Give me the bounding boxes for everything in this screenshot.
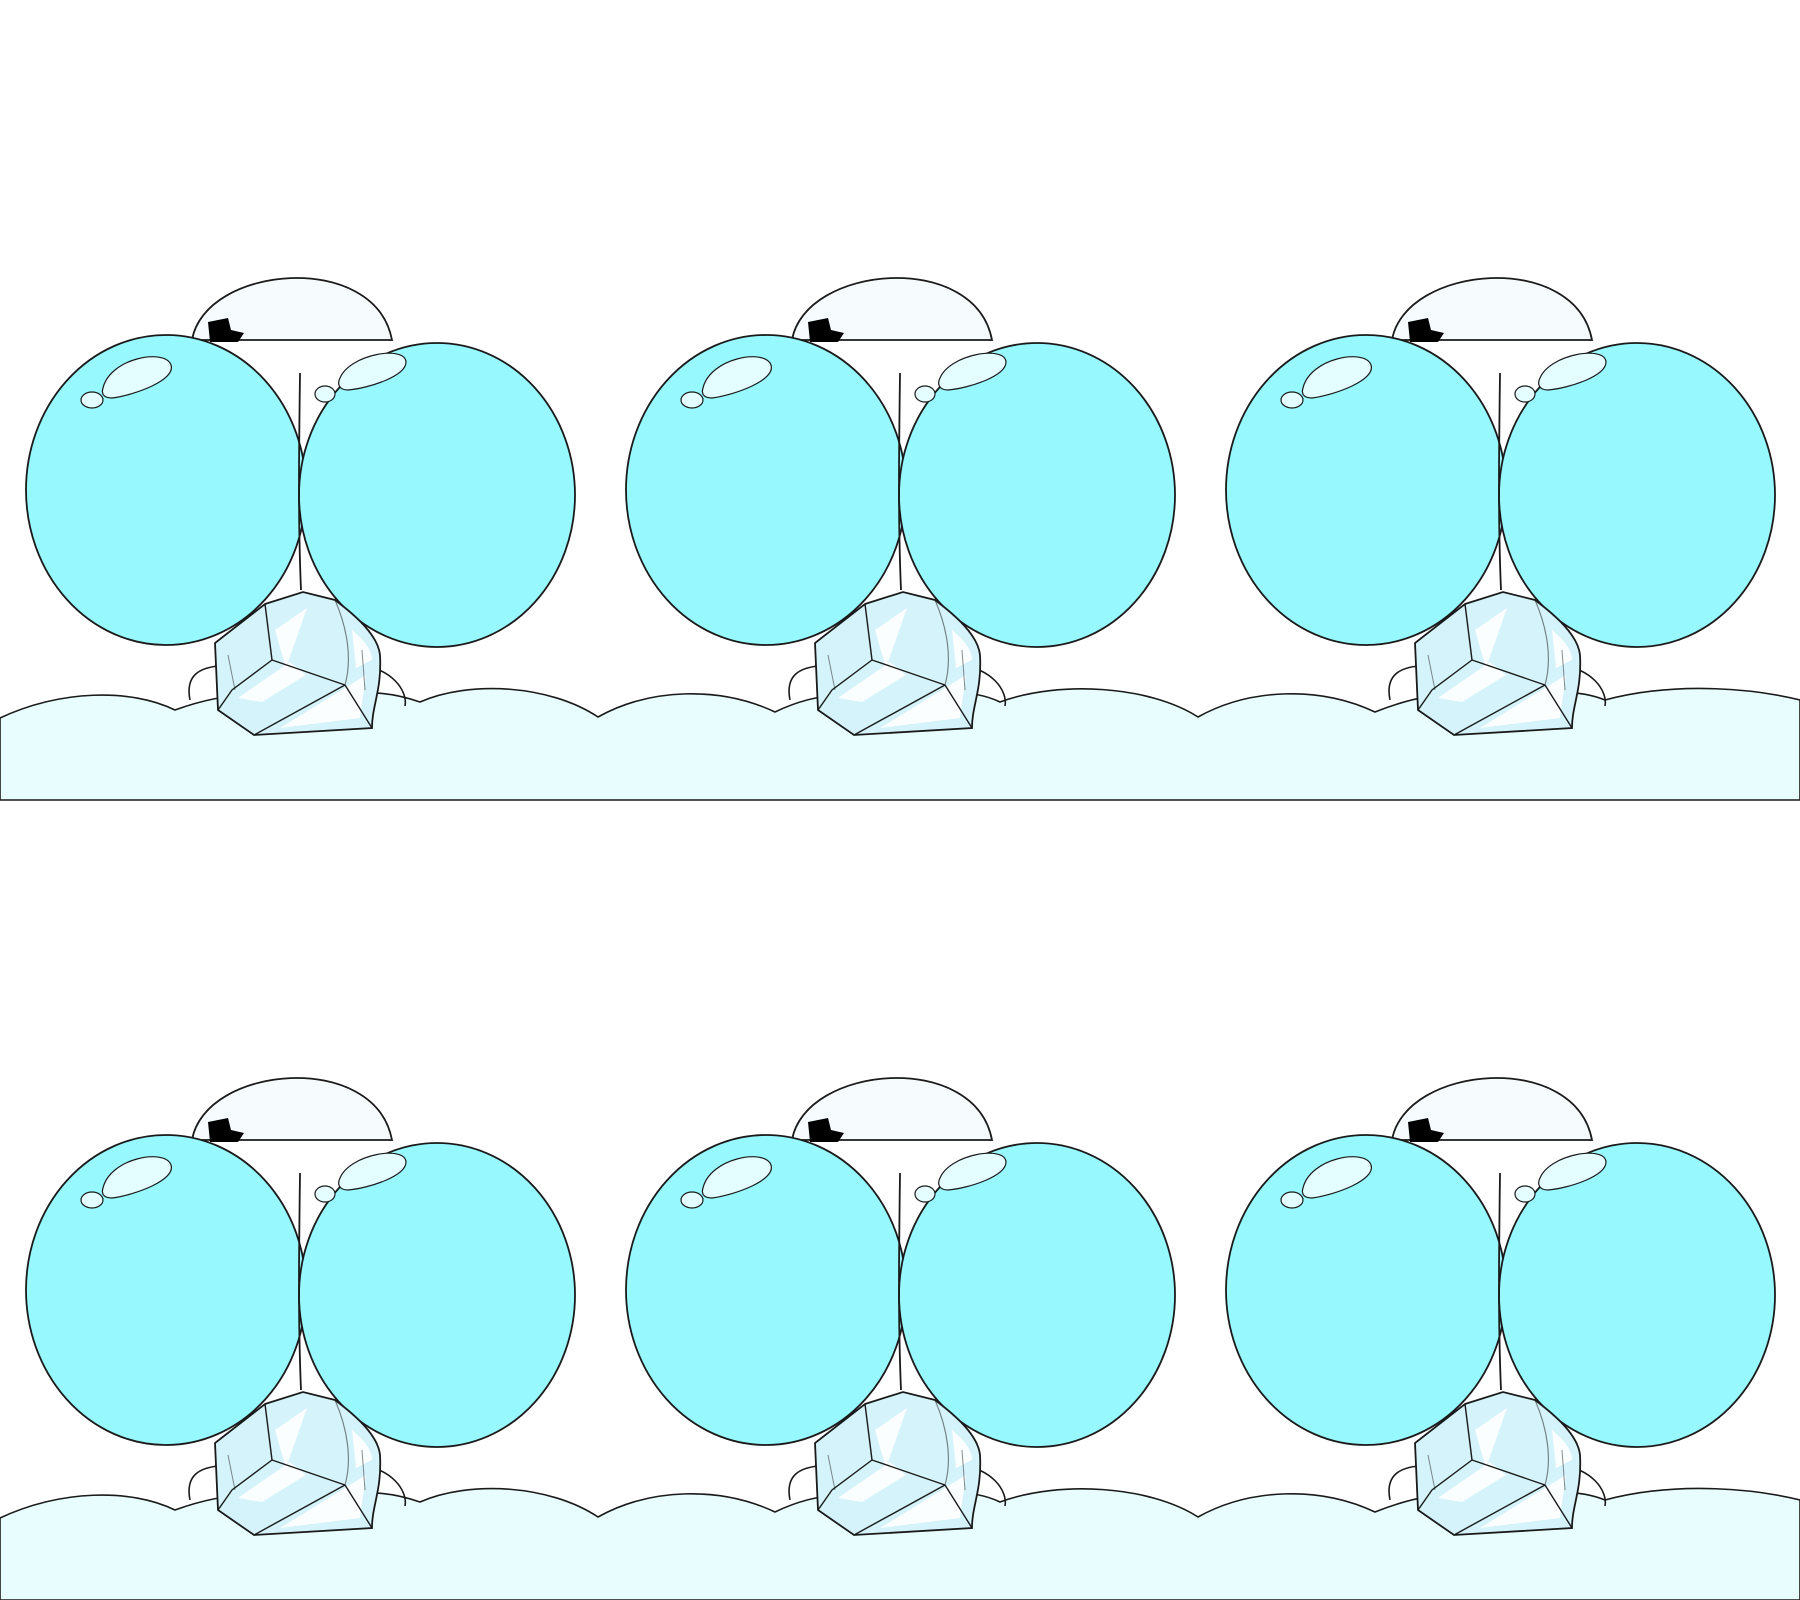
- balloon-figure-5: [625, 1077, 1176, 1536]
- scene-row-top: [0, 277, 1800, 801]
- scene-row-bottom: [0, 1077, 1800, 1600]
- balloon-figure-3: [1225, 277, 1776, 736]
- balloon-figure-1: [25, 277, 576, 736]
- balloon-figure-2: [625, 277, 1176, 736]
- balloon-figure-4: [25, 1077, 576, 1536]
- balloon-figure-6: [1225, 1077, 1776, 1536]
